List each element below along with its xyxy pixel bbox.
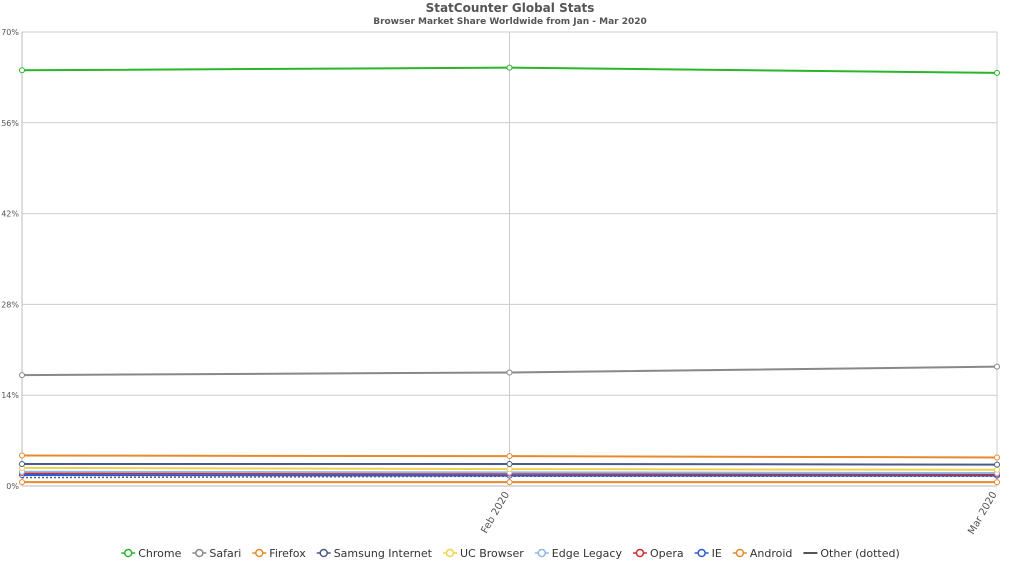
y-tick-label: 28% (1, 300, 19, 309)
legend-marker (255, 548, 264, 558)
y-tick-label: 56% (1, 119, 19, 128)
legend-item: Samsung Internet (316, 547, 433, 560)
series-4 (19, 464, 1000, 473)
legend-label: Android (750, 547, 793, 560)
legend-item: Safari (192, 547, 241, 560)
legend-item: IE (694, 547, 722, 560)
data-point (994, 363, 1000, 370)
data-point (994, 461, 1000, 468)
legend-marker (697, 548, 706, 558)
series-0 (19, 64, 1000, 76)
legend-item: Firefox (252, 547, 306, 560)
y-tick-label: 0% (6, 482, 19, 491)
legend-label: IE (712, 547, 722, 560)
data-point (19, 452, 25, 459)
legend-item: Opera (632, 547, 684, 560)
legend-marker (635, 548, 645, 558)
data-point (994, 69, 1000, 76)
legend-label: Chrome (138, 547, 181, 560)
legend-marker (537, 548, 547, 558)
data-point (994, 479, 1000, 486)
data-point (506, 369, 513, 376)
legend-marker (445, 548, 455, 558)
legend-label: Other (dotted) (820, 547, 899, 560)
y-tick-label: 70% (1, 28, 19, 37)
legend-marker (123, 548, 133, 558)
data-point (19, 372, 25, 379)
legend-marker (319, 548, 328, 558)
data-point (506, 479, 513, 486)
data-point (19, 460, 25, 467)
legend-label: UC Browser (460, 547, 524, 560)
legend-item: Edge Legacy (534, 547, 623, 560)
data-point (506, 460, 513, 467)
data-point (506, 466, 513, 473)
legend-marker (735, 548, 745, 558)
chart-subtitle: Browser Market Share Worldwide from Jan … (373, 17, 647, 27)
series-8 (19, 479, 1000, 486)
legend-item: Android (732, 547, 793, 560)
grid-lines (21, 31, 998, 487)
y-tick-label: 14% (1, 391, 19, 400)
data-point (19, 479, 25, 486)
x-tick-label: Feb 2020 (479, 490, 512, 536)
legend-label: Safari (209, 547, 241, 560)
legend-item: UC Browser (442, 547, 524, 560)
legend-item: Other (dotted) (803, 547, 900, 560)
legend-label: Samsung Internet (334, 547, 433, 560)
y-tick-label: 42% (1, 210, 19, 219)
data-point (19, 67, 25, 74)
legend-item: Chrome (121, 547, 182, 560)
legend-label: Edge Legacy (552, 547, 623, 560)
series-lines (19, 64, 1000, 486)
series-1 (19, 363, 1000, 379)
series-3 (19, 460, 1000, 468)
data-point (506, 453, 513, 460)
data-point (994, 454, 1000, 461)
legend-label: Firefox (269, 547, 306, 560)
series-2 (19, 452, 1000, 461)
data-point (994, 466, 1000, 473)
legend-label: Opera (650, 547, 684, 560)
chart-title: StatCounter Global Stats (426, 1, 595, 15)
y-axis: 0% 14% 28% 42% 56% 70% (1, 28, 23, 491)
x-axis: Feb 2020 Mar 2020 (22, 485, 1000, 537)
legend-marker (195, 548, 204, 558)
x-tick-label: Mar 2020 (966, 490, 999, 537)
data-point (506, 64, 513, 71)
legend: Chrome Safari Firefox Samsung Internet UC Br… (121, 547, 900, 560)
